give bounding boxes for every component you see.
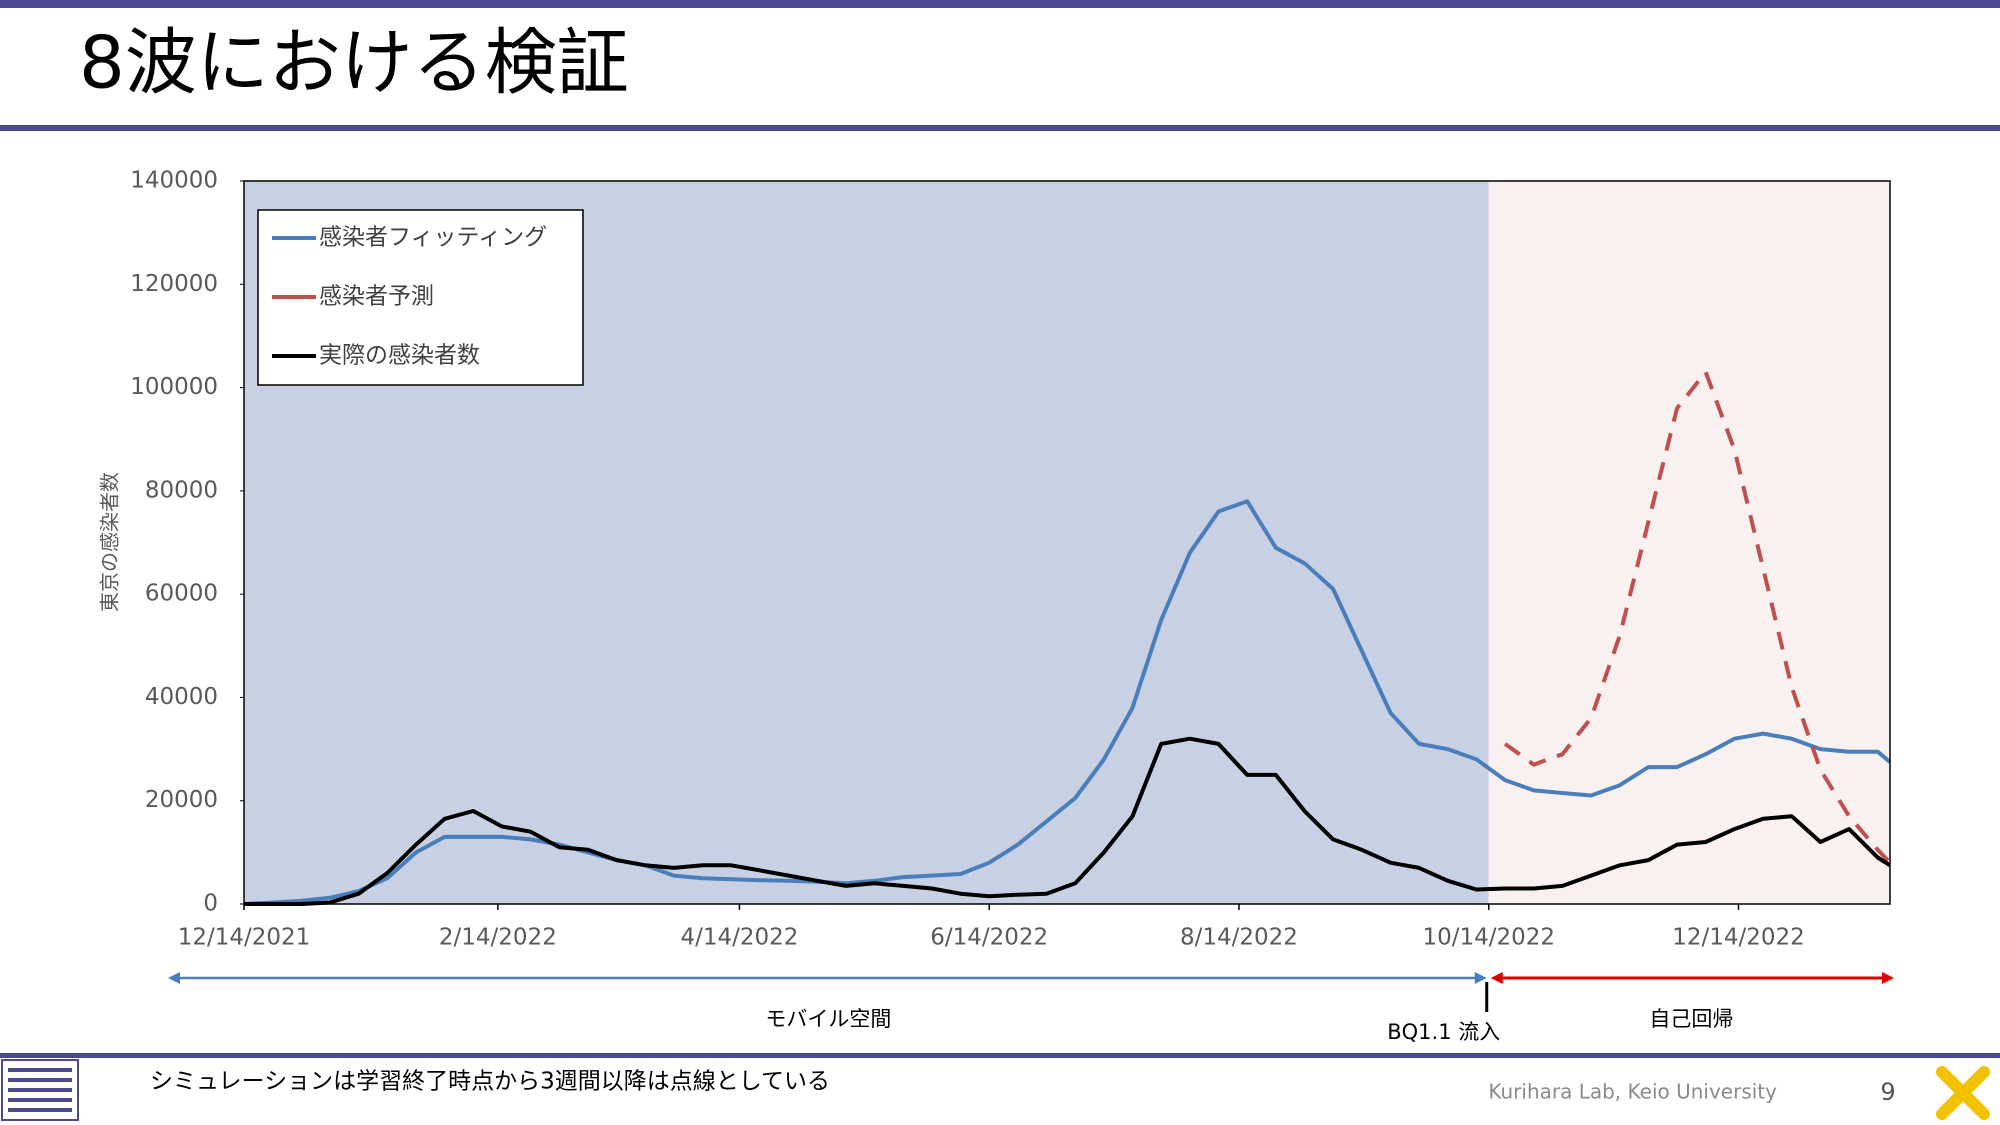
arrow-head [168, 972, 180, 984]
x-tick-label: 2/14/2022 [439, 925, 557, 951]
annotation: 自己回帰 [1649, 1007, 1733, 1031]
legend-label: 感染者フィッティング [319, 225, 547, 251]
title-rule [0, 125, 2000, 131]
y-tick-label: 60000 [145, 581, 218, 607]
top-band [0, 0, 2000, 8]
arrow-head [1882, 972, 1894, 984]
annotation: モバイル空間 [765, 1007, 891, 1031]
page-number: 9 [1880, 1078, 1895, 1106]
legend-label: 感染者予測 [319, 284, 434, 310]
y-tick-label: 120000 [130, 271, 218, 297]
slide-title: 8波における検証 [79, 21, 629, 105]
logo-stripe [8, 1068, 72, 1072]
logo-stripe [8, 1108, 72, 1112]
prediction-region [1488, 181, 1890, 904]
arrow-head [1474, 972, 1487, 984]
footer-rule [0, 1053, 2000, 1058]
university-logo [1936, 1066, 1990, 1120]
x-tick-label: 8/14/2022 [1180, 925, 1298, 951]
logo-stripe [8, 1088, 72, 1092]
y-tick-label: 0 [203, 891, 218, 917]
y-tick-label: 20000 [145, 787, 218, 813]
logo-cross [1936, 1066, 1990, 1120]
lab-logo [1, 1059, 79, 1121]
x-tick-label: 4/14/2022 [680, 925, 798, 951]
series-line [1503, 370, 1892, 865]
y-tick-label: 80000 [145, 477, 218, 503]
y-tick-label: 100000 [130, 374, 218, 400]
x-tick-label: 12/14/2021 [178, 925, 311, 951]
y-tick-label: 140000 [130, 168, 218, 194]
legend-label: 実際の感染者数 [319, 343, 480, 369]
logo-stripe [8, 1098, 72, 1102]
y-tick-label: 40000 [145, 684, 218, 710]
annotation: BQ1.1 流入 [1387, 1020, 1500, 1044]
y-axis-label: 東京の感染者数 [98, 472, 122, 612]
plot-frame [243, 180, 1891, 905]
footnote: シミュレーションは学習終了時点から3週間以降は点線としている [150, 1069, 830, 1095]
x-tick-label: 6/14/2022 [930, 925, 1048, 951]
x-tick-label: 10/14/2022 [1422, 925, 1555, 951]
chart: 0 20000 40000 60000 80000 100000 120000 140000 1… [98, 168, 1894, 1044]
series-line [243, 499, 1892, 906]
arrow-head [1490, 972, 1503, 984]
logo-stripe [8, 1078, 72, 1082]
x-tick-label: 12/14/2022 [1672, 925, 1805, 951]
series-line [244, 736, 1892, 906]
credit: Kurihara Lab, Keio University [1488, 1080, 1777, 1104]
